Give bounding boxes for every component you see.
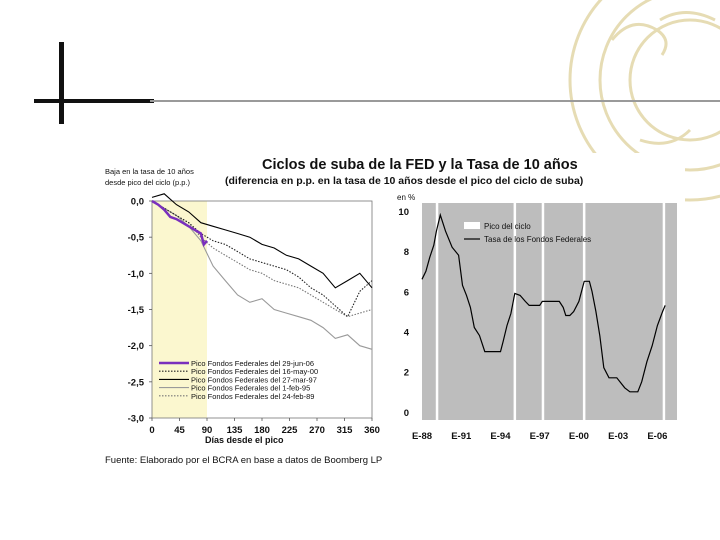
right-xtick-label: E-06 xyxy=(647,431,667,442)
left-ylabel-line2: desde pico del ciclo (p.p.) xyxy=(105,178,191,187)
left-legend-label: Pico Fondos Federales del 1-feb-95 xyxy=(191,384,310,393)
left-chart: 0,0 -0,5 -1,0 -1,5 -2,0 -2,5 -3,0 0 45 90 135 180 22… xyxy=(128,193,380,445)
right-xtick-label: E-00 xyxy=(569,431,589,442)
right-xtick-label: E-97 xyxy=(530,431,550,442)
chart-subtitle: (diferencia en p.p. en la tasa de 10 año… xyxy=(225,175,584,187)
left-series-line xyxy=(151,199,208,247)
left-ytick-label: -2,0 xyxy=(128,341,144,352)
right-legend-label-rate: Tasa de los Fondos Federales xyxy=(484,235,591,244)
left-legend-label: Pico Fondos Federales del 24-feb-89 xyxy=(191,392,314,401)
fed-funds-rate-line xyxy=(421,212,666,393)
left-legend-label: Pico Fondos Federales del 27-mar-97 xyxy=(191,375,317,384)
left-xlabel: Días desde el pico xyxy=(205,435,284,445)
right-ytick-label: 10 xyxy=(398,207,409,218)
left-ylabel-line1: Baja en la tasa de 10 años xyxy=(105,167,194,176)
left-ytick-label: -0,5 xyxy=(128,233,145,244)
left-xtick-label: 225 xyxy=(282,425,299,436)
right-ytick-label: 2 xyxy=(404,368,409,379)
decorative-vertical-bar xyxy=(59,42,64,124)
left-xtick-label: 315 xyxy=(337,425,354,436)
right-ytick-label: 0 xyxy=(404,408,409,419)
left-ytick-label: 0,0 xyxy=(131,197,144,208)
source-note: Fuente: Elaborado por el BCRA en base a … xyxy=(105,455,383,466)
decorative-horizontal-bar xyxy=(34,99,154,103)
left-xtick-label: 0 xyxy=(149,425,154,436)
right-ytick-label: 4 xyxy=(404,328,410,339)
right-xtick-label: E-94 xyxy=(490,431,511,442)
chart-figure: Ciclos de suba de la FED y la Tasa de 10… xyxy=(97,153,685,480)
right-ylabel: en % xyxy=(397,193,415,202)
right-ytick-label: 6 xyxy=(404,287,409,298)
left-series-line xyxy=(151,200,373,318)
left-ytick-label: -1,0 xyxy=(128,269,144,280)
left-xtick-label: 45 xyxy=(174,425,185,436)
right-legend-label-peak: Pico del ciclo xyxy=(484,222,531,231)
left-legend-label: Pico Fondos Federales del 29-jun-06 xyxy=(191,359,314,368)
right-xtick-label: E-03 xyxy=(608,431,628,442)
left-ytick-label: -3,0 xyxy=(128,414,144,425)
left-ytick-label: -2,5 xyxy=(128,377,145,388)
left-series-line xyxy=(151,193,373,289)
right-xtick-label: E-91 xyxy=(451,431,472,442)
left-xtick-label: 90 xyxy=(202,425,213,436)
right-xtick-label: E-88 xyxy=(412,431,432,442)
left-legend-label: Pico Fondos Federales del 16-may-00 xyxy=(191,367,318,376)
right-legend-swatch-peak xyxy=(464,222,480,229)
right-chart: en % 0 2 4 6 8 10 E-88 E-91 E-94 E-97 E-00 E-03 E-06 P… xyxy=(397,193,677,442)
left-xtick-label: 135 xyxy=(227,425,244,436)
chart-title: Ciclos de suba de la FED y la Tasa de 10… xyxy=(262,157,578,173)
right-ytick-label: 8 xyxy=(404,247,409,258)
left-xtick-label: 360 xyxy=(364,425,380,436)
left-xtick-label: 180 xyxy=(254,425,270,436)
decorative-rule xyxy=(150,100,720,102)
left-ytick-label: -1,5 xyxy=(128,305,145,316)
left-xtick-label: 270 xyxy=(309,425,325,436)
